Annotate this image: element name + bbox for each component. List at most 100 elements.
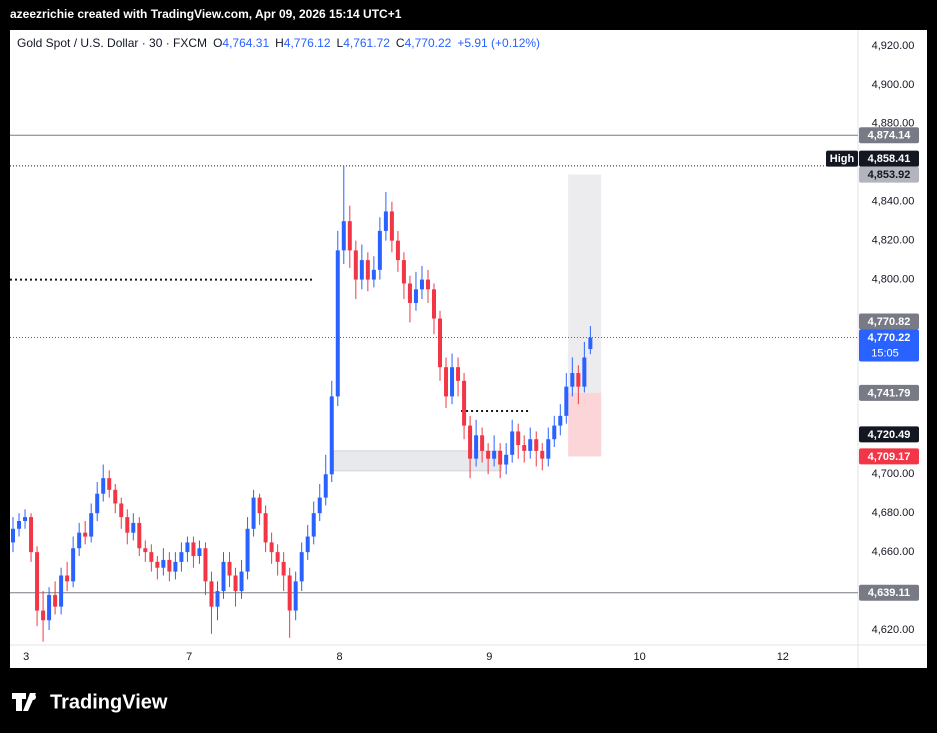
candle-body <box>83 532 88 537</box>
price-badge <box>859 150 919 167</box>
candle-body <box>155 561 160 568</box>
price-badge-label: 4,874.14 <box>868 130 912 142</box>
x-tick-label: 12 <box>777 651 789 663</box>
candle-body <box>371 269 376 280</box>
legend-key: L <box>337 36 344 50</box>
candle-body <box>468 425 473 459</box>
candle-body <box>546 439 551 459</box>
candle-body <box>287 575 292 611</box>
price-badge <box>859 426 919 443</box>
logo-icon <box>12 693 36 711</box>
candle-body <box>227 561 232 576</box>
candle-body <box>119 503 124 518</box>
candle-body <box>395 240 400 261</box>
candle-body <box>197 548 202 557</box>
candle-body <box>185 542 190 553</box>
price-badge-label: 4,770.22 <box>868 332 911 344</box>
candle-body <box>347 221 352 251</box>
candle-body <box>311 513 316 537</box>
candle-body <box>65 575 70 582</box>
candle-body <box>383 211 388 231</box>
x-tick-label: 3 <box>23 651 29 663</box>
candle-body <box>131 522 136 533</box>
x-tick-label: 8 <box>337 651 343 663</box>
candle-body <box>504 454 509 465</box>
candle-body <box>401 260 406 284</box>
price-badge-label: 4,853.92 <box>868 169 911 181</box>
candle-body <box>113 489 118 504</box>
countdown: 15:05 <box>871 347 899 359</box>
candle-body <box>582 357 587 387</box>
price-badge <box>859 448 919 465</box>
candle-body <box>29 517 34 553</box>
candle-body <box>438 318 443 368</box>
candle-body <box>558 415 563 426</box>
candle-body <box>377 230 382 270</box>
candle-body <box>167 559 172 572</box>
candle-body <box>293 581 298 611</box>
candle-body <box>143 548 148 553</box>
candle-body <box>540 450 545 459</box>
candle-body <box>570 373 575 387</box>
price-badge <box>859 384 919 401</box>
candle-body <box>323 474 328 498</box>
legend-value: 4,764.31 <box>222 36 269 50</box>
candle-body <box>305 536 310 553</box>
price-badge-label: 4,639.11 <box>868 587 910 599</box>
candle-body <box>498 450 503 465</box>
candle-body <box>137 522 142 549</box>
candle-body <box>77 532 82 549</box>
candle-body <box>215 591 220 607</box>
price-badge <box>859 166 919 183</box>
candle-body <box>125 517 130 533</box>
candle-body <box>444 367 449 397</box>
candle-body <box>389 211 394 241</box>
candle-body <box>35 552 40 611</box>
header: azeezrichie created with TradingView.com… <box>10 7 402 21</box>
candle-body <box>552 425 557 440</box>
candle-body <box>281 561 286 576</box>
logo-dot <box>30 694 36 700</box>
candle-body <box>149 552 154 562</box>
logo <box>12 693 36 711</box>
price-badge <box>859 127 919 144</box>
candle-body <box>59 575 64 607</box>
y-tick-label: 4,620.00 <box>872 624 915 636</box>
candle-body <box>53 594 58 607</box>
candle-body <box>486 450 491 459</box>
candle-body <box>365 260 370 280</box>
candle-body <box>221 561 226 592</box>
candle-body <box>456 367 461 381</box>
candle-body <box>251 497 256 529</box>
candle-body <box>263 513 268 543</box>
price-badge-label: 4,858.41 <box>868 153 911 165</box>
candle-body <box>450 367 455 397</box>
price-badge <box>859 313 919 330</box>
candle-body <box>419 279 424 290</box>
candle-body <box>191 542 196 557</box>
candle-body <box>239 571 244 592</box>
candle-body <box>329 396 334 475</box>
candle-body <box>269 542 274 553</box>
legend-key: H <box>275 36 284 50</box>
y-tick-label: 4,920.00 <box>872 40 915 52</box>
zone <box>568 392 602 457</box>
candle-body <box>522 445 527 451</box>
candle-body <box>462 380 467 426</box>
candle-body <box>480 435 485 451</box>
candle-body <box>41 610 46 621</box>
candle-body <box>245 528 250 572</box>
candle-body <box>413 289 418 303</box>
chart-area <box>10 30 927 668</box>
candle-body <box>407 283 412 303</box>
price-badge <box>859 584 919 601</box>
y-tick-label: 4,820.00 <box>872 235 915 247</box>
candle-body <box>510 431 515 455</box>
y-tick-label: 4,660.00 <box>872 546 915 558</box>
legend-change: +5.91 (+0.12%) <box>457 36 540 50</box>
y-tick-label: 4,900.00 <box>872 79 915 91</box>
candle-body <box>335 250 340 397</box>
price-badge-label: 4,720.49 <box>868 429 911 441</box>
candle-body <box>47 594 52 621</box>
